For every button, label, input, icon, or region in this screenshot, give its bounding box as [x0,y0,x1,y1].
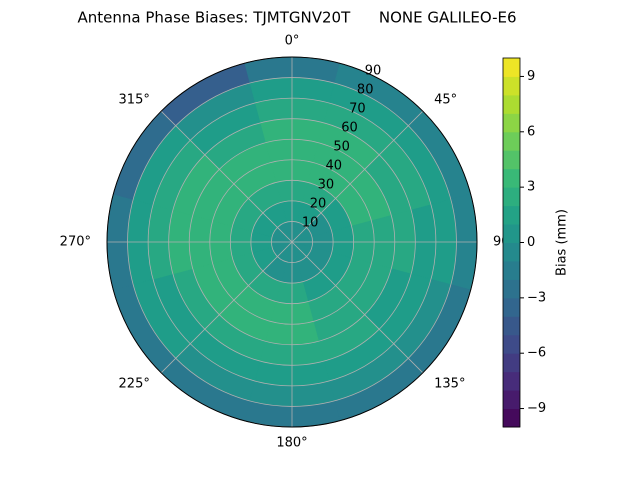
colorbar-tick-label: 0 [527,235,535,250]
colorbar-band [503,150,520,170]
colorbar-tick-label: −9 [527,401,546,416]
colorbar-band [503,76,520,96]
colorbar-band [503,94,520,114]
r-tick-label: 40 [325,159,342,174]
colorbar-band [503,371,520,391]
r-tick-label: 20 [310,197,327,212]
colorbar-band [503,224,520,243]
r-tick-label: 10 [302,216,319,231]
colorbar-band [503,260,520,280]
grid-spoke [291,110,424,243]
colorbar-band [503,131,520,151]
r-tick-label: 60 [341,121,358,136]
grid-spoke [160,110,293,243]
colorbar-band [503,353,520,373]
colorbar-tick-label: 9 [527,69,535,84]
colorbar-band [503,334,520,354]
theta-tick-label: 225° [119,377,150,392]
colorbar-band [503,168,520,188]
theta-tick-label: 270° [60,235,91,250]
colorbar-tick-label: 3 [527,180,535,195]
theta-tick-label: 180° [276,436,307,451]
colorbar-band [503,58,520,77]
colorbar-label: Bias (mm) [555,209,570,276]
colorbar-band [503,113,520,133]
colorbar-band [503,297,520,317]
r-tick-label: 80 [357,83,374,98]
theta-tick-label: 135° [434,377,465,392]
colorbar-band [503,187,520,207]
theta-tick-label: 315° [119,92,150,107]
colorbar-tick-label: −6 [527,346,546,361]
colorbar-band [503,279,520,299]
r-tick-label: 50 [333,140,350,155]
grid-spoke [160,241,293,374]
colorbar-band [503,408,520,428]
colorbar-band [503,390,520,410]
r-tick-label: 90 [365,64,382,79]
grid-spoke [291,241,424,374]
chart-title: Antenna Phase Biases: TJMTGNV20T NONE GA… [77,9,516,27]
r-tick-label: 30 [318,178,335,193]
colorbar-band [503,316,520,336]
r-tick-label: 70 [349,102,366,117]
colorbar-band [503,205,520,225]
theta-tick-label: 0° [285,34,300,49]
colorbar-tick-label: 6 [527,124,535,139]
polar-frame [106,56,478,428]
theta-tick-label: 45° [434,92,457,107]
colorbar-band [503,242,520,262]
colorbar-tick-label: −3 [527,290,546,305]
